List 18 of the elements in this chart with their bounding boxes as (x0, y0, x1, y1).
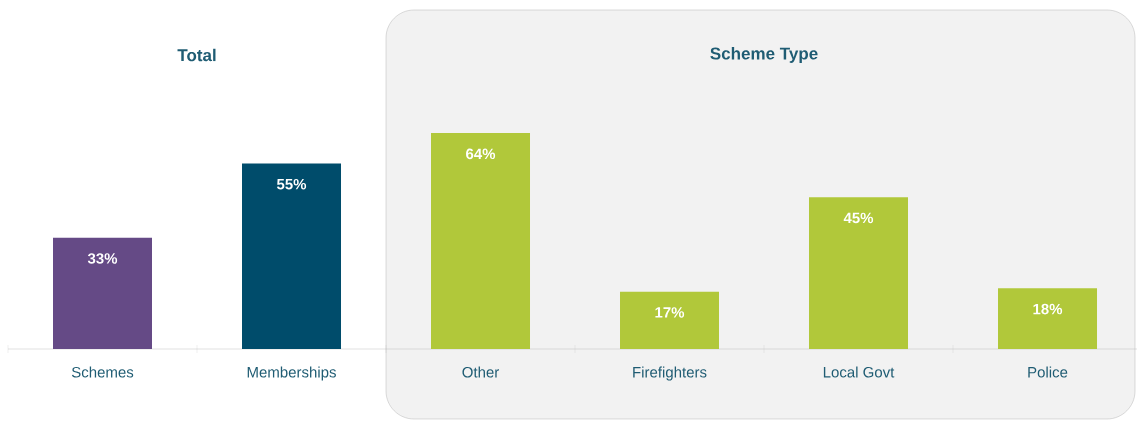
bar (620, 291, 720, 349)
x-tick-label: Police (1028, 366, 1068, 378)
chart-title: Total (177, 48, 216, 62)
data-label: 17% (655, 307, 685, 318)
data-label: 45% (843, 212, 874, 224)
data-label: 64% (466, 148, 496, 160)
data-label: 55% (276, 178, 307, 190)
bar (809, 197, 909, 349)
x-tick-label: Other (462, 366, 500, 378)
chart-title: Scheme Type (710, 47, 818, 63)
bar (431, 133, 531, 349)
data-label: 33% (87, 253, 118, 264)
bar (998, 288, 1098, 349)
x-tick-label: Local Govt (823, 366, 895, 378)
x-tick-label: Memberships (247, 366, 336, 381)
x-tick-label: Schemes (71, 366, 134, 378)
x-tick-label: Firefighters (633, 366, 707, 381)
data-label: 18% (1033, 303, 1063, 315)
